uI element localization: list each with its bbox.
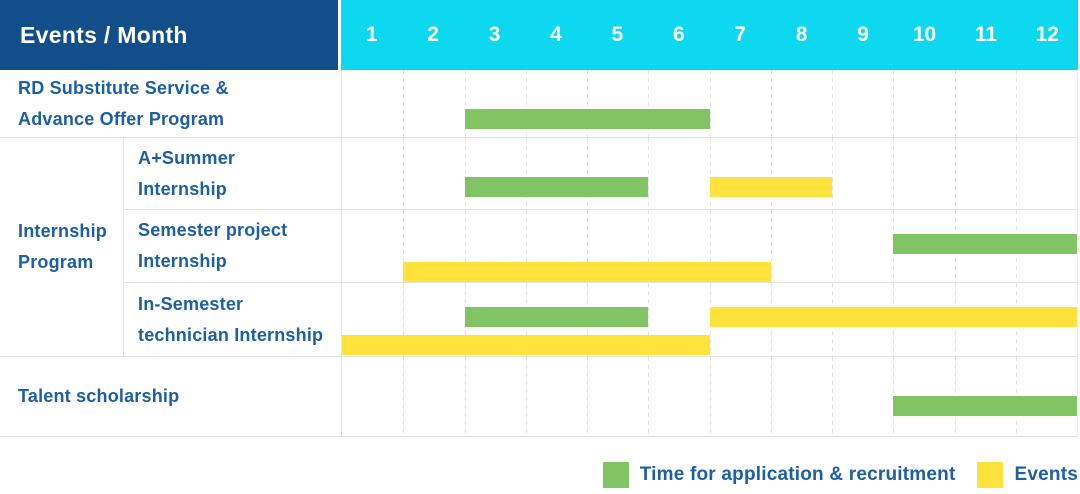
month-label: 10 (912, 23, 937, 46)
month-gridline (832, 138, 833, 209)
month-gridline (648, 138, 650, 209)
row-label-rd-substitute-service: RD Substitute Service & Advance Offer Pr… (0, 70, 341, 138)
month-gridline (954, 70, 956, 137)
month-gridline (587, 70, 588, 137)
legend-swatch-application-icon (602, 462, 629, 488)
events-month-header: Events / Month (0, 0, 338, 70)
month-gridline (648, 70, 650, 137)
month-label: 12 (1035, 23, 1060, 46)
month-gridline (1015, 70, 1017, 137)
month-gridline (709, 138, 711, 209)
month-label: 9 (857, 23, 869, 46)
bar-application (464, 177, 649, 197)
month-label: 4 (550, 23, 562, 46)
month-gridline (648, 210, 650, 282)
month-gridline (648, 283, 650, 356)
chart-cell-a-plus-summer-internship (341, 138, 1078, 210)
month-gridline (832, 357, 833, 436)
month-gridline (464, 70, 466, 137)
bar-application (464, 307, 649, 327)
legend-label-application: Time for application & recruitment (639, 464, 956, 485)
month-gridline (403, 138, 405, 209)
month-label: 3 (488, 23, 501, 46)
month-gridline (770, 70, 772, 137)
group-label-internship-program: Internship Program (0, 138, 124, 357)
month-gridline (525, 70, 527, 137)
month-gridline (709, 210, 711, 282)
month-gridline (832, 210, 833, 282)
chart-cell-talent-scholarship (341, 357, 1078, 437)
chart-cell-in-semester-technician-internship (341, 283, 1078, 357)
month-gridline (464, 210, 466, 282)
month-gridline (403, 283, 405, 356)
legend-item-application: Time for application & recruitment (602, 462, 956, 488)
month-gridline (403, 357, 405, 436)
month-gridline (709, 70, 711, 137)
bar-application (464, 109, 710, 129)
month-gridline (587, 357, 588, 436)
row-label-a-plus-summer-internship: A+Summer Internship (124, 138, 341, 210)
table-header-row: Events / Month 1 2 3 4 5 6 7 8 9 10 11 12 (0, 0, 1080, 70)
legend-swatch-events-icon (977, 462, 1004, 488)
month-label: 7 (734, 23, 747, 46)
header-divider (338, 0, 341, 70)
month-gridline (587, 138, 588, 209)
row-label-semester-project-internship: Semester project Internship (124, 210, 341, 283)
month-gridline (954, 138, 956, 209)
month-gridline (893, 138, 895, 209)
month-header-row: 1 2 3 4 5 6 7 8 9 10 11 12 (341, 0, 1078, 70)
month-gridline (770, 357, 772, 436)
month-gridline (525, 138, 527, 209)
legend-item-events: Events (977, 462, 1078, 488)
bar-events (709, 307, 1077, 327)
month-gridline (648, 357, 650, 436)
month-gridline (587, 210, 588, 282)
month-gridline (1015, 138, 1017, 209)
bar-events (342, 335, 710, 355)
month-gridline (464, 138, 466, 209)
month-gridline (403, 70, 405, 137)
month-gridline (525, 357, 527, 436)
month-label: 6 (672, 23, 685, 46)
month-gridline (770, 210, 772, 282)
bar-application (893, 396, 1077, 416)
legend: Time for application & recruitment Event… (602, 462, 1078, 488)
legend-label-events: Events (1014, 464, 1078, 485)
month-label: 11 (974, 23, 998, 46)
month-label: 8 (795, 23, 808, 46)
month-label: 1 (365, 23, 378, 46)
month-gridline (525, 210, 527, 282)
month-gridline (770, 138, 772, 209)
chart-cell-rd-substitute-service (341, 70, 1078, 138)
month-gridline (709, 357, 711, 436)
month-label: 2 (427, 23, 439, 46)
bar-application (893, 234, 1077, 254)
row-label-talent-scholarship: Talent scholarship (0, 357, 341, 437)
bar-events (709, 177, 832, 197)
row-label-in-semester-technician-internship: In-Semester technician Internship (124, 283, 341, 357)
month-gridline (464, 357, 466, 436)
month-gridline (832, 70, 833, 137)
month-label: 5 (611, 23, 624, 46)
table-body: Internship Program RD Substitute Service … (0, 70, 1078, 437)
month-gridline (403, 210, 405, 282)
month-gridline (893, 70, 895, 137)
chart-cell-semester-project-internship (341, 210, 1078, 283)
bar-events (403, 262, 771, 282)
